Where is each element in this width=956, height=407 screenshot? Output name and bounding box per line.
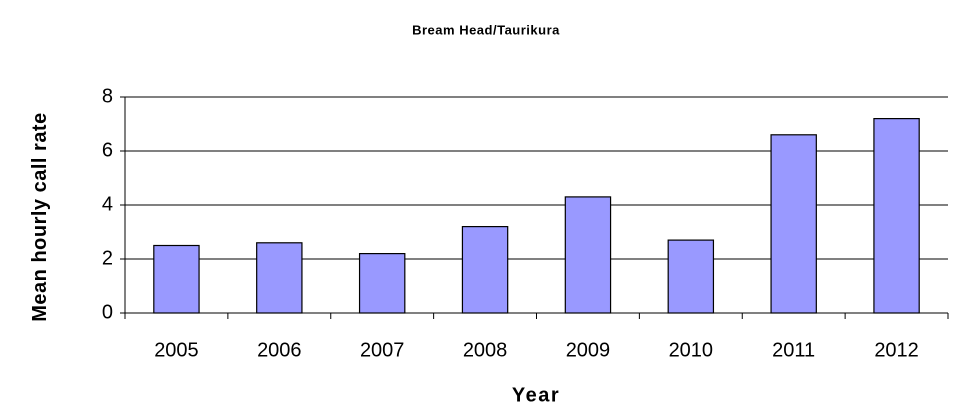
bar xyxy=(461,226,509,314)
x-tick-label: 2005 xyxy=(154,339,199,361)
y-axis-label: Mean hourly call rate xyxy=(29,112,51,322)
x-tick-label: 2006 xyxy=(257,339,302,361)
x-tick-label: 2008 xyxy=(463,339,508,361)
x-tick-label: 2010 xyxy=(669,339,714,361)
y-tick-label: 4 xyxy=(102,193,113,215)
bar xyxy=(153,244,200,314)
x-tick-label: 2012 xyxy=(874,339,919,361)
x-tick-label: 2007 xyxy=(360,339,405,361)
bar xyxy=(564,196,612,314)
x-tick-label: 2011 xyxy=(772,339,815,361)
y-tick-label: 6 xyxy=(102,139,113,161)
y-tick-label: 8 xyxy=(102,85,113,107)
bar xyxy=(256,242,303,314)
chart-title: Bream Head/Taurikura xyxy=(412,22,560,37)
bar xyxy=(667,239,715,314)
bar xyxy=(873,117,920,314)
y-tick-label: 2 xyxy=(102,247,113,269)
bar xyxy=(358,253,406,314)
x-tick-label: 2009 xyxy=(566,339,611,361)
bar xyxy=(770,134,817,314)
x-axis-label: Year xyxy=(512,384,560,406)
y-tick-label: 0 xyxy=(102,301,113,323)
